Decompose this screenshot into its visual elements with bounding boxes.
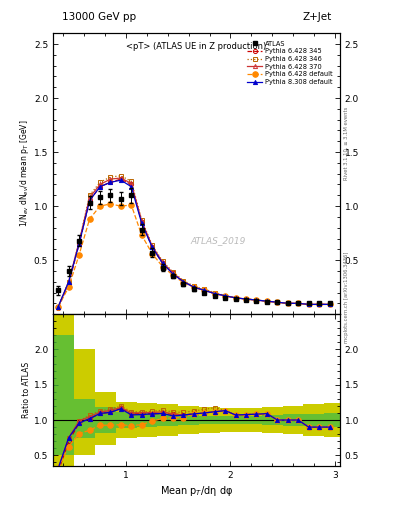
Text: ATLAS_2019: ATLAS_2019 (191, 237, 246, 246)
Text: 13000 GeV pp: 13000 GeV pp (62, 12, 136, 22)
X-axis label: Mean p$_T$/dη dφ: Mean p$_T$/dη dφ (160, 484, 233, 498)
Legend: ATLAS, Pythia 6.428 345, Pythia 6.428 346, Pythia 6.428 370, Pythia 6.428 defaul: ATLAS, Pythia 6.428 345, Pythia 6.428 34… (246, 39, 334, 87)
Text: <pT> (ATLAS UE in Z production): <pT> (ATLAS UE in Z production) (127, 41, 266, 51)
Text: Rivet 3.1.10, ≥ 3.1M events: Rivet 3.1.10, ≥ 3.1M events (344, 106, 349, 180)
Y-axis label: 1/N$_{ev}$ dN$_{ev}$/d mean p$_T$ [GeV]: 1/N$_{ev}$ dN$_{ev}$/d mean p$_T$ [GeV] (18, 120, 31, 227)
Text: Z+Jet: Z+Jet (302, 12, 331, 22)
Text: mcplots.cern.ch [arXiv:1306.3436]: mcplots.cern.ch [arXiv:1306.3436] (344, 251, 349, 343)
Y-axis label: Ratio to ATLAS: Ratio to ATLAS (22, 362, 31, 418)
